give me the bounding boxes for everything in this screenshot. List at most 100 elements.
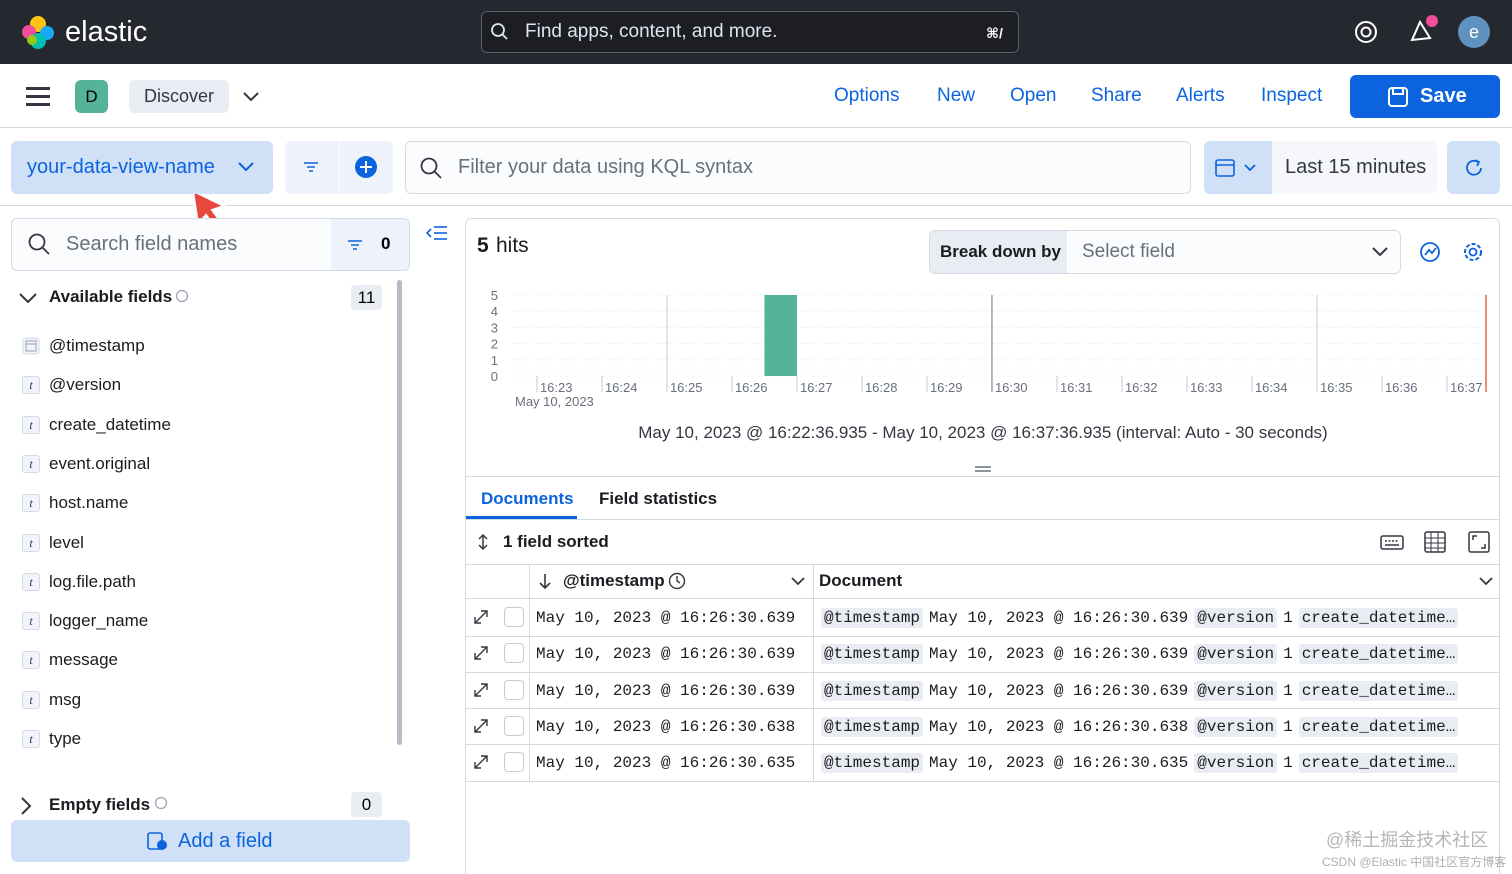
field-name[interactable]: create_datetime bbox=[49, 414, 171, 434]
add-field-button[interactable] bbox=[11, 820, 410, 862]
save-icon bbox=[1387, 86, 1409, 108]
field-type-icon: t bbox=[22, 651, 40, 670]
toolbar-link[interactable]: Open bbox=[1010, 85, 1057, 106]
document-key: @timestamp bbox=[821, 608, 924, 628]
field-filter-count: 0 bbox=[381, 234, 391, 253]
fullscreen-icon[interactable] bbox=[1467, 530, 1491, 554]
field-name[interactable]: event.original bbox=[49, 453, 151, 473]
chart-settings-icon[interactable] bbox=[1461, 240, 1485, 264]
expand-row[interactable] bbox=[472, 753, 490, 771]
breakdown-placeholder: Select field bbox=[1082, 241, 1175, 262]
elastic-logo bbox=[22, 16, 54, 49]
document-key: @version bbox=[1194, 680, 1278, 701]
breadcrumb-chevron[interactable] bbox=[241, 88, 261, 104]
column-menu[interactable] bbox=[1477, 574, 1495, 588]
save-label: Save bbox=[1420, 85, 1467, 107]
density-icon[interactable] bbox=[1423, 530, 1447, 554]
expand-row[interactable] bbox=[472, 608, 490, 626]
keyboard-icon[interactable] bbox=[1380, 533, 1404, 551]
global-search[interactable] bbox=[481, 11, 1019, 53]
sort-label[interactable]: 1 field sorted bbox=[503, 532, 609, 551]
x-tick-label: 16:31 bbox=[1060, 380, 1093, 395]
save-button[interactable] bbox=[1350, 75, 1500, 118]
y-tick-label: 3 bbox=[491, 320, 498, 335]
data-view-picker[interactable] bbox=[11, 141, 273, 194]
row-checkbox[interactable] bbox=[504, 607, 524, 627]
resize-handle[interactable] bbox=[974, 460, 992, 472]
field-name[interactable]: @version bbox=[49, 375, 122, 395]
field-name[interactable]: msg bbox=[49, 689, 82, 709]
global-search-placeholder: Find apps, content, and more. bbox=[525, 21, 778, 42]
filter-icon bbox=[302, 160, 320, 174]
info-icon bbox=[175, 289, 189, 303]
hits-label: hits bbox=[496, 234, 529, 257]
tab[interactable]: Field statistics bbox=[599, 489, 718, 508]
collapse-sidebar[interactable] bbox=[425, 224, 448, 242]
brand: elastic bbox=[65, 16, 148, 48]
kql-input[interactable] bbox=[405, 141, 1191, 194]
expand-row[interactable] bbox=[472, 717, 490, 735]
field-name[interactable]: type bbox=[49, 729, 82, 748]
x-tick-label: 16:26 bbox=[735, 380, 768, 395]
available-toggle[interactable] bbox=[18, 290, 38, 306]
y-tick-label: 2 bbox=[491, 337, 498, 352]
field-name[interactable]: message bbox=[49, 650, 118, 670]
column-menu[interactable] bbox=[789, 574, 807, 588]
empty-toggle[interactable] bbox=[18, 796, 34, 816]
field-name[interactable]: level bbox=[49, 532, 84, 552]
field-name[interactable]: logger_name bbox=[49, 611, 149, 631]
field-name[interactable]: @timestamp bbox=[49, 336, 145, 355]
row-checkbox[interactable] bbox=[504, 679, 524, 700]
sort-icon[interactable] bbox=[475, 533, 491, 551]
available-fields-label: Available fields bbox=[49, 287, 173, 306]
document-key: @timestamp bbox=[821, 716, 924, 737]
shortcut-hint: ⌘/ bbox=[986, 25, 1003, 41]
watermark: CSDN @Elastic 中国社区官方博客 bbox=[1322, 855, 1507, 869]
help-icon[interactable] bbox=[1354, 20, 1378, 44]
toolbar-link[interactable]: Inspect bbox=[1261, 85, 1323, 106]
tab[interactable]: Documents bbox=[481, 489, 574, 508]
row-checkbox[interactable] bbox=[504, 643, 524, 664]
y-tick-label: 1 bbox=[491, 353, 498, 368]
refresh-button[interactable] bbox=[1447, 141, 1500, 194]
toolbar-link[interactable]: New bbox=[937, 85, 976, 106]
x-tick-label: 16:37 bbox=[1450, 380, 1483, 395]
toolbar-link[interactable]: Options bbox=[834, 85, 900, 106]
toolbar-link[interactable]: Share bbox=[1091, 85, 1142, 106]
news-icon[interactable] bbox=[1408, 14, 1438, 44]
histogram-bar bbox=[764, 295, 797, 376]
field-name[interactable]: host.name bbox=[49, 493, 129, 513]
row-checkbox[interactable] bbox=[504, 715, 524, 736]
expand-row[interactable] bbox=[472, 644, 490, 662]
document-cell: @timestamp May 10, 2023 @ 16:26:30.639 @ve… bbox=[821, 678, 1497, 704]
expand-row[interactable] bbox=[472, 681, 490, 699]
time-range[interactable]: Last 15 minutes bbox=[1272, 141, 1437, 194]
toolbar-link[interactable]: Alerts bbox=[1176, 85, 1225, 106]
row-border bbox=[466, 744, 1500, 746]
column-header[interactable]: Document bbox=[819, 571, 903, 590]
document-value: 1 bbox=[1283, 754, 1293, 773]
divider bbox=[0, 205, 1512, 206]
menu-toggle[interactable] bbox=[26, 86, 50, 106]
x-tick-label: 16:36 bbox=[1385, 380, 1418, 395]
x-tick-label: 16:28 bbox=[865, 380, 898, 395]
row-border bbox=[466, 708, 1500, 710]
row-checkbox[interactable] bbox=[504, 752, 524, 773]
document-key: create_datetime… bbox=[1298, 753, 1459, 774]
sort-desc-icon[interactable] bbox=[537, 572, 553, 590]
app-breadcrumb[interactable]: Discover bbox=[129, 80, 229, 113]
calendar-icon bbox=[1215, 158, 1259, 178]
document-key: create_datetime… bbox=[1298, 716, 1459, 737]
field-type-icon: t bbox=[22, 612, 40, 631]
histogram: 012 345 16:23 16:24 16:25 16:26 16:27 16:28 16:2… bbox=[491, 288, 1487, 409]
breakdown-label: Break down by bbox=[940, 242, 1061, 261]
space-badge[interactable]: D bbox=[75, 80, 108, 113]
field-name[interactable]: log.file.path bbox=[49, 571, 136, 591]
avatar[interactable]: e bbox=[1458, 16, 1490, 48]
field-filter-button[interactable] bbox=[331, 219, 409, 270]
column-header[interactable]: @timestamp bbox=[563, 571, 665, 590]
chart-options-icon[interactable] bbox=[1418, 240, 1442, 264]
results-panel bbox=[465, 218, 1500, 874]
data-view-chevron bbox=[236, 159, 256, 175]
add-filter-icon bbox=[354, 155, 378, 179]
